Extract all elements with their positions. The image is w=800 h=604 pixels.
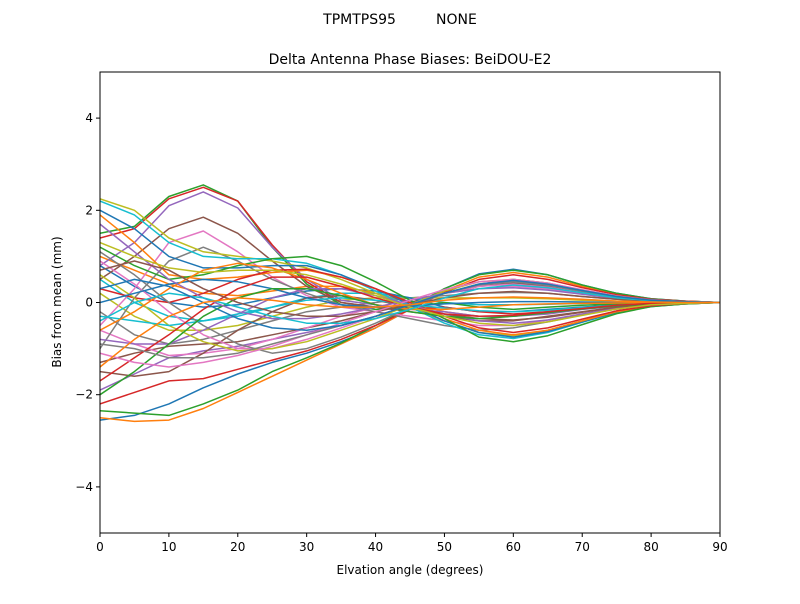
series-line <box>100 274 720 405</box>
series-line <box>100 284 720 324</box>
x-tick-label: 90 <box>712 540 727 554</box>
y-tick-label: −4 <box>75 480 93 494</box>
series-line <box>100 274 720 352</box>
y-tick-label: 2 <box>85 203 93 217</box>
x-axis-label: Elvation angle (degrees) <box>337 563 484 577</box>
y-tick-label: 0 <box>85 296 93 310</box>
x-tick-label: 30 <box>299 540 314 554</box>
y-tick-label: 4 <box>85 111 93 125</box>
x-tick-label: 60 <box>506 540 521 554</box>
x-tick-label: 10 <box>161 540 176 554</box>
series-line <box>100 296 720 368</box>
series-line <box>100 268 720 334</box>
x-tick-label: 20 <box>230 540 245 554</box>
y-axis-label: Bias from mean (mm) <box>50 236 64 367</box>
figure-suptitle: TPMTPS95 NONE <box>322 12 477 28</box>
chart-title: Delta Antenna Phase Biases: BeiDOU-E2 <box>269 52 552 68</box>
series-line <box>100 198 720 337</box>
series-layer <box>100 184 720 423</box>
y-tick-label: −2 <box>75 388 93 402</box>
y-axis: −4 −2 0 2 4 <box>75 111 100 494</box>
x-axis: 0 10 20 30 40 50 60 70 80 90 <box>96 533 728 554</box>
x-tick-label: 0 <box>96 540 104 554</box>
series-line <box>100 241 720 327</box>
x-tick-label: 80 <box>643 540 658 554</box>
x-tick-label: 40 <box>368 540 383 554</box>
x-tick-label: 70 <box>575 540 590 554</box>
x-tick-label: 50 <box>437 540 452 554</box>
